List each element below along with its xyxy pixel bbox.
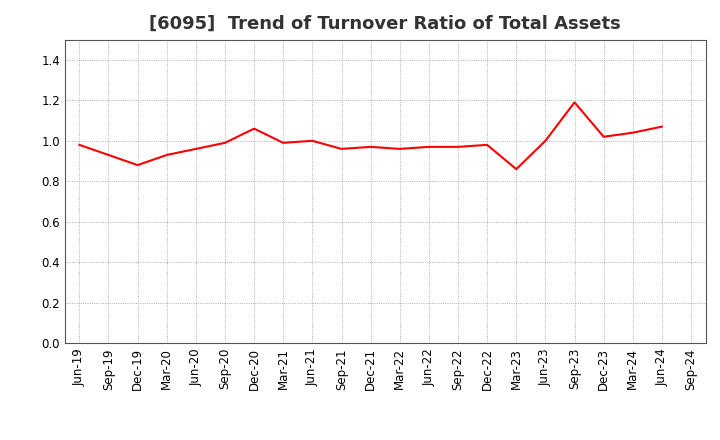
Title: [6095]  Trend of Turnover Ratio of Total Assets: [6095] Trend of Turnover Ratio of Total … (149, 15, 621, 33)
